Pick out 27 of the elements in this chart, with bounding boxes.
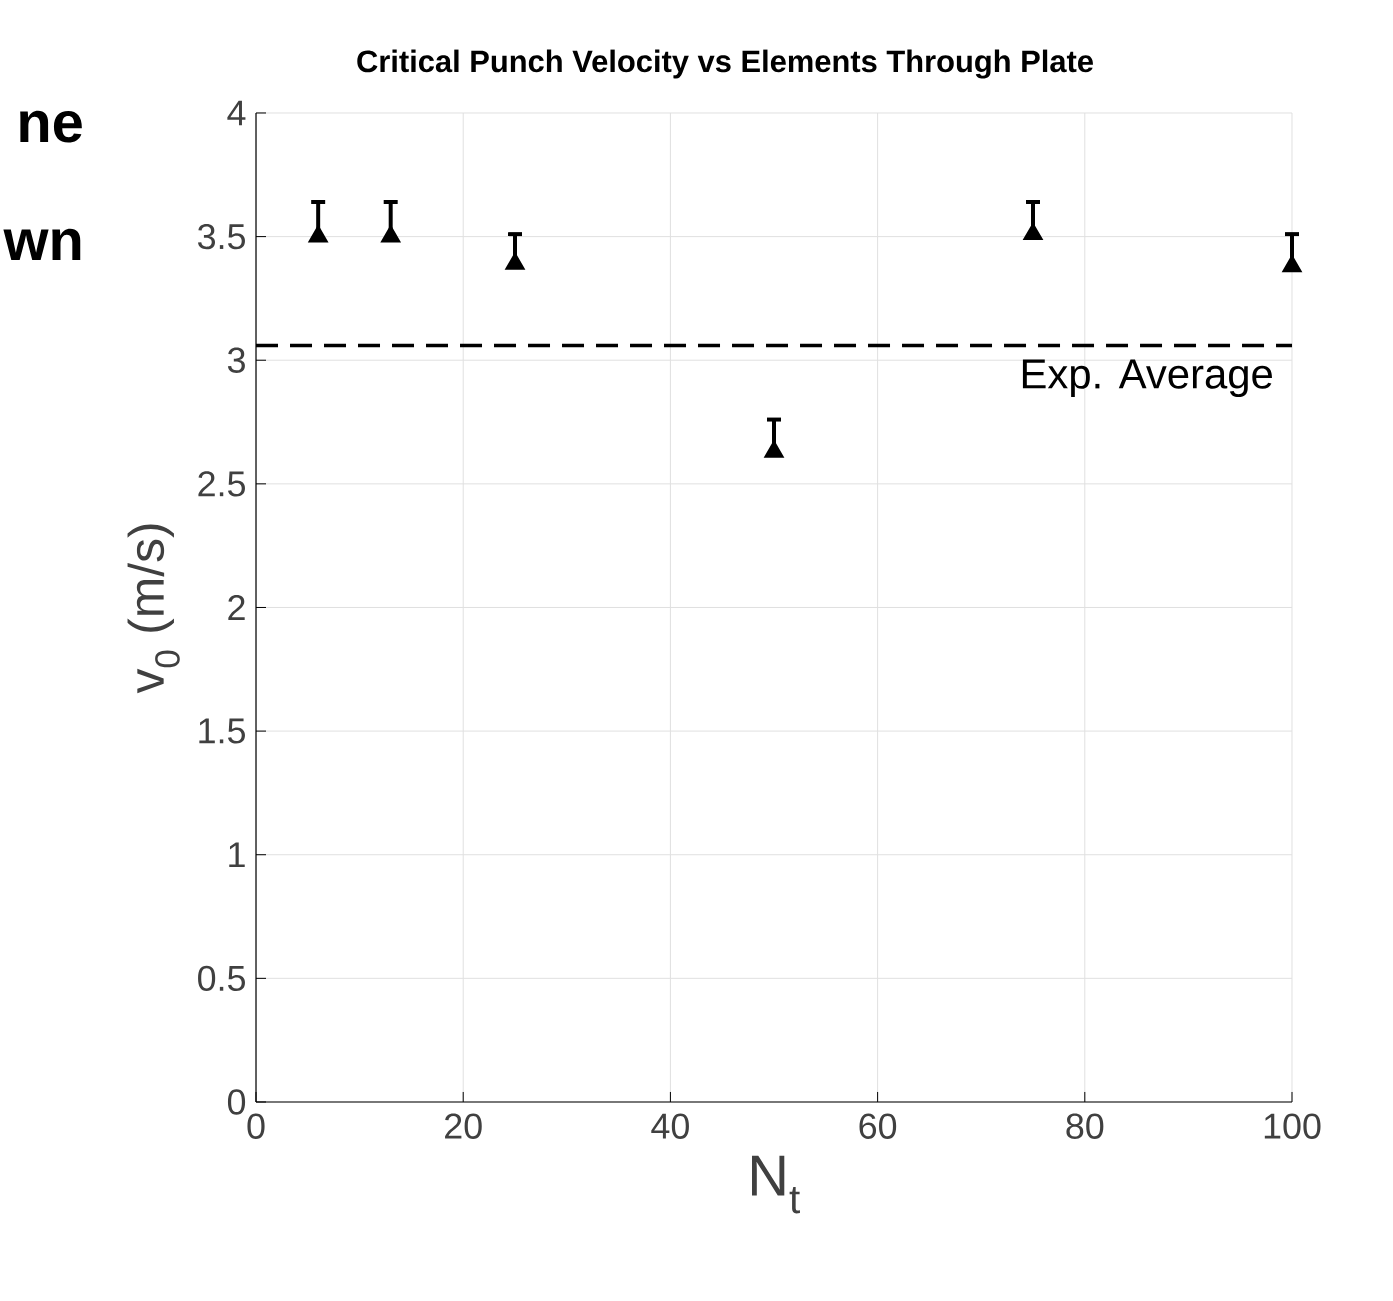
y-tick-label: 0 bbox=[227, 1089, 246, 1115]
x-axis-title: N$_{t}$ bbox=[752, 1155, 800, 1214]
y-tick-label: 1.5 bbox=[199, 718, 245, 744]
y-tick-label: 4 bbox=[227, 100, 246, 126]
point bbox=[1024, 224, 1042, 241]
point bbox=[506, 253, 524, 270]
ref-line-label: Exp. Average bbox=[1022, 359, 1272, 398]
x-tick-label: 80 bbox=[1066, 1113, 1104, 1139]
x-tick-label: 0 bbox=[247, 1113, 265, 1139]
text: wn bbox=[3, 228, 81, 260]
y-tick-label: 3 bbox=[227, 347, 245, 373]
text: ne bbox=[20, 110, 82, 143]
x-tick-label: 60 bbox=[859, 1113, 897, 1139]
x-tick-label: 40 bbox=[651, 1113, 689, 1139]
point bbox=[1283, 256, 1301, 273]
point bbox=[765, 441, 783, 458]
y-tick-label: 2 bbox=[228, 594, 245, 620]
point bbox=[309, 226, 328, 243]
y-tick-label: 0.5 bbox=[198, 965, 245, 992]
x-tick-label: 20 bbox=[445, 1113, 482, 1139]
y-tick-label: 1 bbox=[229, 842, 245, 868]
y-tick-label: 3.5 bbox=[197, 223, 245, 250]
point bbox=[381, 226, 400, 243]
x-tick-label: 100 bbox=[1264, 1113, 1321, 1139]
y-tick-label: 2.5 bbox=[198, 471, 245, 497]
y-axis-title: v$_{0}$ (m/s) bbox=[127, 524, 180, 694]
chart-title: Critical Punch Velocity vs Elements Through Plate bbox=[357, 49, 1093, 79]
